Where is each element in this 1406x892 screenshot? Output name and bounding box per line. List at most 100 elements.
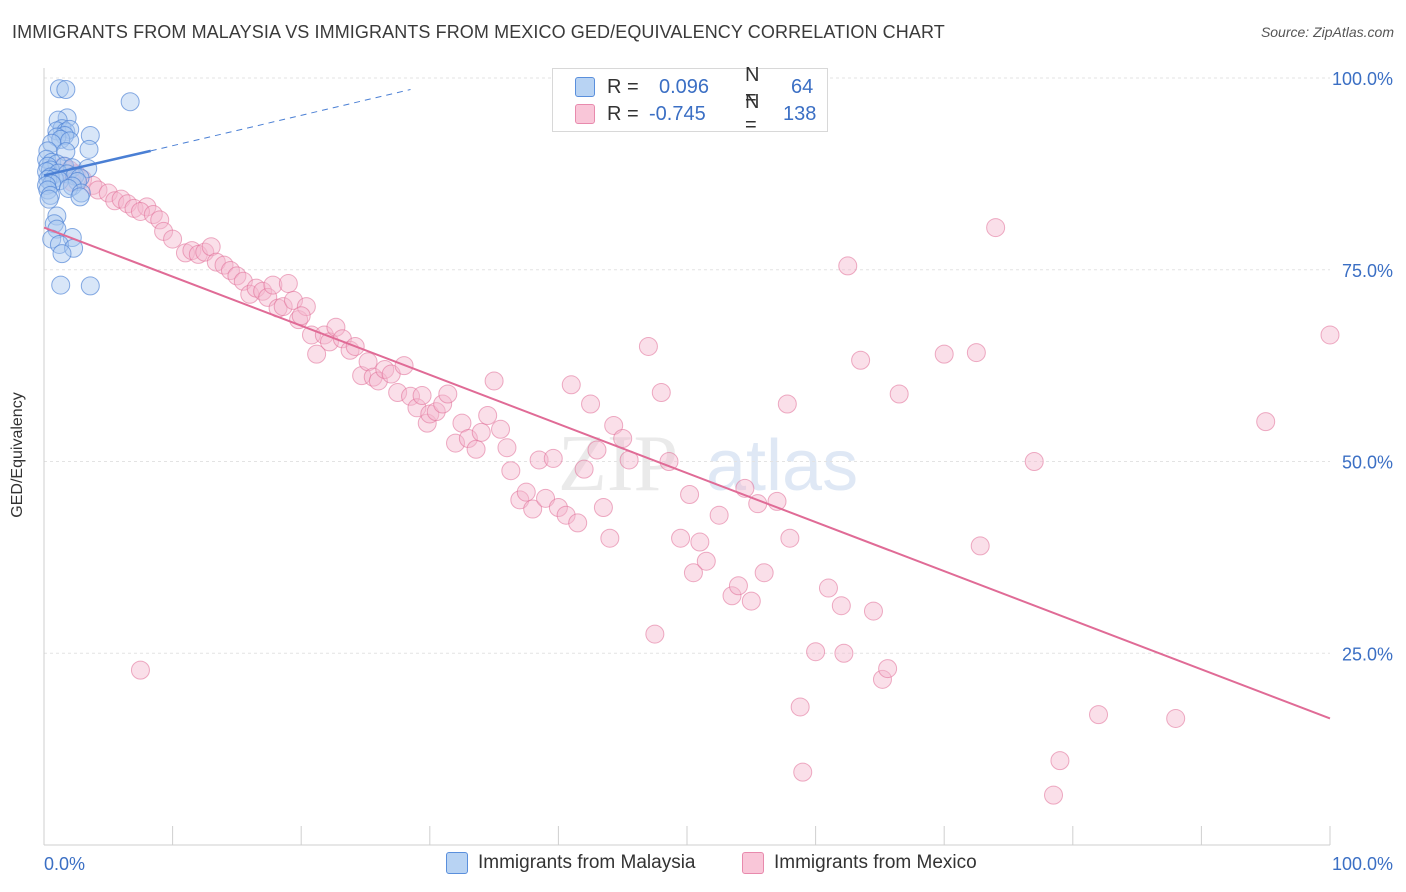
mexico-point	[130, 201, 150, 221]
malaysia-point	[49, 79, 69, 99]
malaysia-point	[56, 80, 76, 100]
mexico-point	[130, 660, 150, 680]
mexico-point	[510, 490, 530, 510]
mexico-point	[426, 402, 446, 422]
malaysia-point	[79, 139, 99, 159]
mexico-point	[613, 428, 633, 448]
legend-n-label: N =	[745, 91, 760, 136]
legend-item-mexico: Immigrants from Mexico	[742, 852, 977, 874]
mexico-point	[587, 440, 607, 460]
mexico-point	[818, 578, 838, 598]
malaysia-point	[52, 244, 72, 264]
bottom-legend: Immigrants from Malaysia Immigrants from…	[0, 852, 1406, 878]
malaysia-point	[39, 189, 59, 209]
mexico-point	[471, 422, 491, 442]
legend-row-malaysia: R = 0.096 N = 64	[575, 64, 831, 109]
mexico-point	[278, 274, 298, 294]
legend-n-value: 138	[783, 102, 817, 125]
watermark-zip: ZIP	[558, 420, 678, 508]
malaysia-point	[120, 92, 140, 112]
mexico-point	[728, 576, 748, 596]
mexico-point	[741, 591, 761, 611]
mexico-point	[227, 266, 247, 286]
legend-swatch-blue	[446, 852, 468, 874]
legend-r-value: -0.745	[649, 102, 706, 125]
malaysia-trend-line	[43, 149, 152, 177]
mexico-point	[433, 394, 453, 414]
mexico-point	[1089, 705, 1109, 725]
mexico-point	[163, 229, 183, 249]
mexico-point	[581, 394, 601, 414]
tick-labels: 25.0% 50.0% 75.0% 100.0% 0.0% 100.0%	[44, 69, 1393, 874]
mexico-point	[834, 643, 854, 663]
mexico-point	[574, 459, 594, 479]
mexico-point	[220, 261, 240, 281]
mexico-point	[659, 452, 679, 471]
legend-swatch-pink	[742, 852, 764, 874]
x-tick-label: 0.0%	[44, 854, 85, 874]
mexico-point	[754, 563, 774, 583]
watermark: ZIP atlas	[558, 420, 858, 508]
mexico-point	[690, 532, 710, 552]
mexico-point	[388, 382, 408, 402]
legend-r-label: R =	[607, 102, 639, 125]
correlation-legend: R = 0.096 N = 64 R = -0.745 N = 138	[552, 64, 831, 136]
mexico-point	[358, 352, 378, 372]
legend-swatch-blue	[575, 77, 595, 97]
mexico-point	[1024, 452, 1044, 471]
mexico-point	[363, 367, 383, 387]
mexico-point	[491, 419, 511, 439]
mexico-point	[201, 237, 221, 257]
mexico-point	[296, 297, 316, 317]
legend-r-label: R =	[607, 75, 639, 98]
malaysia-point	[49, 234, 69, 254]
legend-r-value: 0.096	[659, 75, 710, 98]
axes	[43, 68, 1331, 846]
mexico-point	[143, 205, 163, 225]
mexico-point	[150, 210, 170, 230]
mexico-point	[263, 275, 283, 295]
mexico-point	[793, 762, 813, 782]
mexico-point	[561, 375, 581, 395]
mexico-point	[878, 659, 898, 679]
mexico-point	[671, 528, 691, 548]
mexico-point	[831, 596, 851, 616]
mexico-point	[680, 484, 700, 504]
mexico-point	[1050, 751, 1070, 771]
malaysia-point	[80, 126, 100, 146]
mexico-point	[206, 252, 226, 272]
mexico-point	[1320, 325, 1340, 345]
malaysia-point	[80, 276, 100, 296]
mexico-point	[683, 563, 703, 583]
mexico-point	[600, 528, 620, 548]
malaysia-point	[70, 187, 90, 207]
y-tick-label: 50.0%	[1342, 453, 1393, 473]
mexico-point	[696, 551, 716, 571]
mexico-point	[412, 386, 432, 406]
mexico-point	[645, 624, 665, 644]
mexico-point	[851, 350, 871, 370]
y-tick-label: 25.0%	[1342, 644, 1393, 664]
mexico-point	[105, 191, 125, 211]
mexico-point	[1044, 785, 1064, 805]
mexico-point	[722, 586, 742, 606]
malaysia-point	[47, 206, 67, 226]
mexico-point	[1256, 412, 1276, 432]
mexico-point	[466, 439, 486, 459]
legend-row-mexico: R = -0.745 N = 138	[575, 91, 823, 136]
mexico-point	[970, 536, 990, 556]
y-axis-label: GED/Equivalency	[9, 392, 26, 518]
mexico-point	[872, 669, 892, 689]
mexico-point	[556, 505, 576, 525]
mexico-point	[497, 438, 517, 458]
mexico-point	[438, 384, 458, 404]
malaysia-point	[44, 214, 64, 234]
y-tick-label: 100.0%	[1332, 69, 1393, 89]
mexico-point	[780, 528, 800, 548]
mexico-point	[1166, 708, 1186, 728]
mexico-point	[777, 394, 797, 414]
legend-n-value: 64	[791, 75, 814, 98]
mexico-point	[536, 488, 556, 508]
malaysia-points	[37, 79, 140, 296]
mexico-point	[604, 415, 624, 435]
